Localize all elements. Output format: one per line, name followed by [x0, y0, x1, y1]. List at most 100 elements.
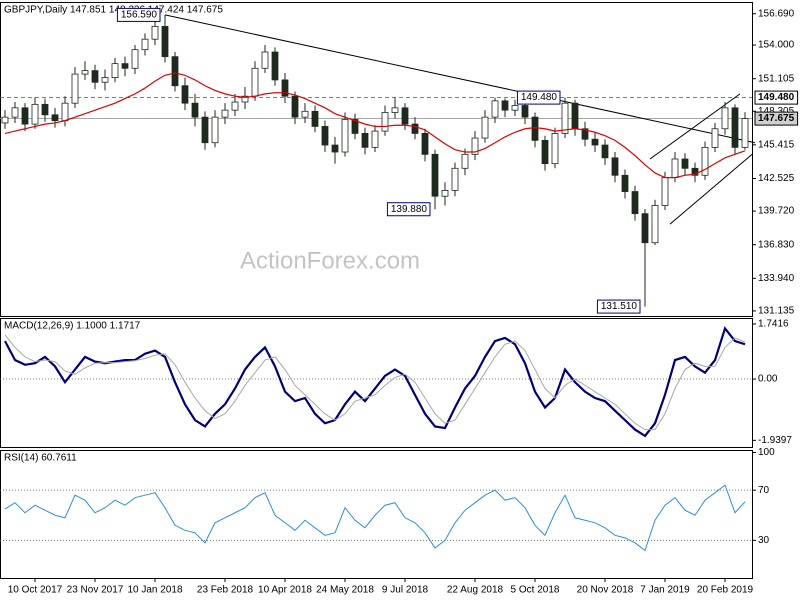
trend-line [669, 153, 753, 225]
candle-body [351, 119, 359, 134]
candle-body [161, 26, 169, 58]
candle-body [461, 153, 469, 169]
candle-body [521, 105, 529, 118]
price-annotation [116, 7, 161, 22]
candle-body [171, 56, 179, 87]
candle-body [101, 77, 109, 83]
candle-body [301, 110, 309, 118]
candle-body [31, 103, 39, 125]
candle-body [631, 191, 639, 215]
price-marker-text: 149.480 [758, 92, 795, 103]
x-tick-label: 20 Nov 2018 [577, 585, 634, 596]
candle-body [251, 67, 259, 97]
indicator-line [4, 484, 746, 552]
candle-body [611, 157, 619, 176]
candle-body [381, 112, 389, 132]
candle-body [691, 167, 699, 176]
candle-body [451, 167, 459, 191]
candle-body [471, 137, 479, 155]
moving-average [4, 72, 746, 179]
y-tick-label: 100 [758, 447, 775, 458]
candle-body [661, 177, 669, 206]
y-tick-label: 148.305 [758, 106, 795, 117]
candle-body [341, 119, 349, 153]
y-tick-label: 154.000 [758, 40, 795, 51]
candle-body [641, 213, 649, 244]
y-tick-label: 1.7416 [758, 319, 789, 330]
y-tick-label: 70 [758, 485, 770, 496]
price-annotation-text: 156.590 [121, 10, 158, 21]
candle-body [591, 138, 599, 146]
candle-body [141, 38, 149, 51]
candle-body [421, 133, 429, 155]
panel-title: GBPJPY,Daily 147.851 148.226 147.424 147… [4, 5, 223, 16]
panel-title: RSI(14) 60.7611 [4, 453, 77, 464]
candle-body [331, 144, 339, 153]
x-tick-label: 23 Nov 2017 [67, 585, 124, 596]
x-tick-label: 5 Oct 2018 [511, 585, 560, 596]
price-annotation [596, 299, 641, 314]
price-annotation-text: 139.880 [391, 204, 428, 215]
candle-body [151, 26, 159, 40]
candle-body [491, 100, 499, 118]
candle-body [231, 101, 239, 111]
candle-body [261, 51, 269, 69]
y-tick-label: 145.415 [758, 140, 795, 151]
x-tick-label: 9 Jul 2018 [382, 585, 429, 596]
candle-body [201, 116, 209, 144]
candle-body [551, 133, 559, 165]
candle-body [191, 102, 199, 118]
candle-body [221, 109, 229, 118]
candle-body [81, 70, 89, 75]
panel-title: MACD(12,26,9) 1.1000 1.1717 [4, 321, 141, 332]
y-tick-label: 136.830 [758, 239, 795, 250]
candle-body [241, 95, 249, 103]
price-annotation-text: 131.510 [601, 301, 638, 312]
candle-body [531, 116, 539, 141]
candle-body [371, 130, 379, 148]
panel-frame [0, 318, 753, 448]
price-marker [754, 111, 799, 126]
candle-body [91, 70, 99, 83]
x-tick-label: 7 Jan 2019 [640, 585, 690, 596]
candle-body [621, 174, 629, 192]
x-tick-label: 10 Apr 2018 [258, 585, 312, 596]
candle-body [431, 153, 439, 197]
candle-body [561, 102, 569, 134]
candle-body [181, 85, 189, 104]
candle-body [11, 107, 19, 118]
candle-body [121, 63, 129, 69]
candle-body [391, 107, 399, 113]
candle-body [651, 205, 659, 244]
candle-body [511, 105, 519, 111]
candle-body [441, 189, 449, 197]
y-tick-label: 156.690 [758, 8, 795, 19]
watermark: ActionForex.com [240, 247, 420, 274]
candle-body [711, 128, 719, 148]
price-annotation [386, 202, 431, 217]
candle-body [501, 100, 509, 111]
panel-frame [0, 450, 753, 579]
y-tick-label: 139.720 [758, 206, 795, 217]
panel-frame [0, 2, 753, 317]
indicator-line [4, 326, 746, 438]
candle-body [581, 128, 589, 140]
x-tick-label: 20 Feb 2019 [697, 585, 754, 596]
y-tick-label: 0.00 [758, 374, 778, 385]
indicator-line [4, 334, 746, 431]
price-marker-text: 147.675 [758, 113, 795, 124]
price-marker [754, 90, 799, 105]
candle-body [571, 102, 579, 130]
candle-body [271, 51, 279, 81]
candle-body [111, 63, 119, 78]
candle-body [21, 107, 29, 125]
candle-body [311, 110, 319, 127]
candle-body [541, 139, 549, 165]
candle-body [361, 133, 369, 148]
y-tick-label: 151.105 [758, 73, 795, 84]
price-annotation-text: 149.480 [521, 92, 558, 103]
candle-body [291, 95, 299, 118]
x-tick-label: 24 May 2018 [316, 585, 374, 596]
candle-body [71, 73, 79, 104]
